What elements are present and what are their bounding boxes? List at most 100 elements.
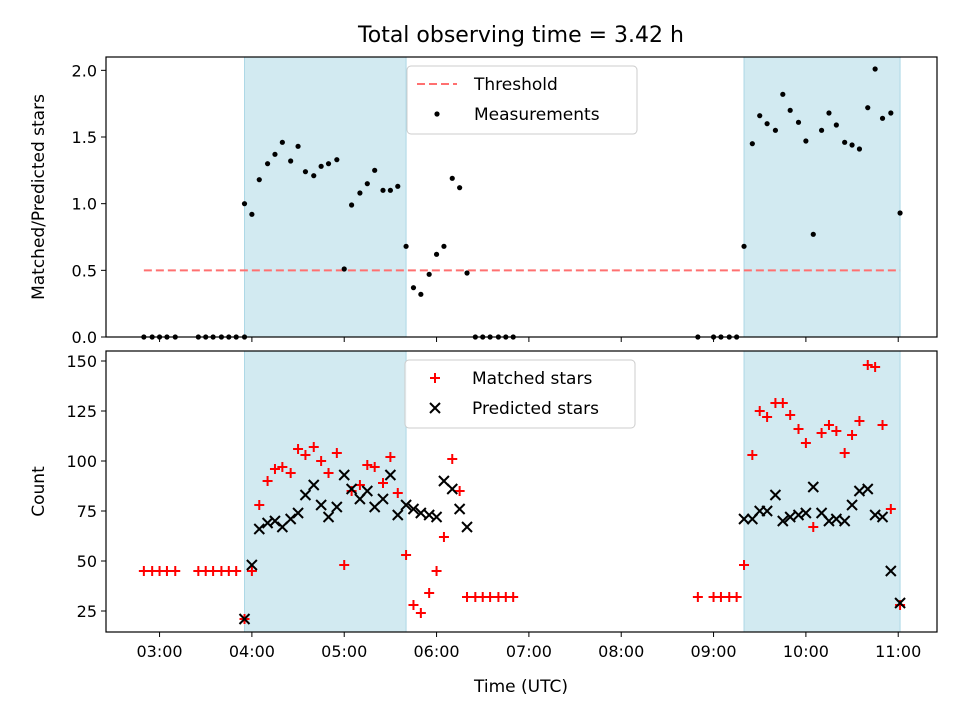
y-axis-label: Matched/Predicted stars [29,94,49,300]
matched-star-point [870,362,881,372]
x-tick-label: 07:00 [506,642,552,661]
predicted-star-point [453,503,466,515]
measurement-point [372,167,378,173]
matched-star-point [854,416,865,426]
matched-star-point [793,424,804,434]
shaded-interval [244,350,407,633]
measurement-point [341,266,347,272]
measurement-point [787,107,793,113]
predicted-star-point [338,469,350,481]
predicted-star-point [807,481,819,493]
matched-star-point [415,608,426,618]
matched-star-point [777,398,788,408]
predicted-star-point [377,493,389,505]
predicted-star-point [838,515,851,527]
matched-star-point [262,476,273,486]
x-tick-label: 11:00 [875,642,921,661]
y-axis-label: Count [29,466,49,517]
matched-star-point [231,566,242,576]
legend-label: Matched stars [472,369,592,389]
matched-star-point [308,442,319,452]
y-tick-label: 2.0 [72,61,97,80]
matched-star-point [378,478,388,488]
matched-star-point [731,592,742,602]
figure-title: Total observing time = 3.42 h [357,23,684,48]
predicted-star-point [238,613,251,625]
predicted-star-point [738,513,750,525]
matched-star-point [739,560,750,570]
measurement-point [295,143,301,149]
predicted-star-point [876,511,889,523]
measurement-point [749,141,755,147]
predicted-star-point [253,523,265,535]
measurement-point [418,291,424,297]
matched-star-point [877,420,888,430]
predicted-star-point [322,511,335,523]
predicted-star-point [392,509,404,521]
matched-star-point [831,426,842,436]
measurement-point [256,177,262,183]
matched-star-point [170,566,181,576]
predicted-star-point [800,507,812,519]
matched-star-point [323,468,334,478]
predicted-star-point [784,511,796,523]
matched-star-point [438,532,449,542]
matched-star-point [762,412,773,422]
matched-star-point [885,504,896,514]
predicted-star-point [853,485,866,497]
measurement-point [888,110,894,116]
measurement-point [433,251,440,257]
measurement-point [795,119,802,125]
predicted-star-point [846,499,858,511]
measurement-point [302,169,309,175]
y-tick-label: 1.0 [72,195,97,214]
predicted-star-point [292,507,304,519]
x-tick-label: 03:00 [136,642,182,661]
measurement-point [849,142,855,148]
shaded-interval [743,350,901,633]
matched-star-point [285,468,296,478]
predicted-star-point [315,499,327,511]
y-tick-label: 75 [77,502,97,521]
x-tick-label: 09:00 [690,642,736,661]
matched-star-point [246,566,257,576]
measurement-point [764,121,770,127]
measurement-point [457,185,463,191]
matched-star-point [293,444,304,454]
measurement-point [865,105,871,111]
measurement-point [403,243,409,249]
matched-star-point [339,560,350,570]
matched-star-point [692,592,703,602]
y-tick-label: 25 [77,602,97,621]
measurement-point [856,146,863,152]
measurement-point [311,173,317,179]
matched-star-point [816,428,827,438]
matched-star-point [277,462,288,472]
predicted-star-point [400,499,412,511]
measurement-point [410,285,417,291]
legend-label: Predicted stars [472,399,599,419]
predicted-star-point [246,559,258,571]
measurement-point [380,187,386,193]
predicted-star-point [331,501,343,513]
matched-star-point [785,410,796,420]
matched-star-point [508,592,519,602]
x-tick-label: 08:00 [598,642,644,661]
measurement-point [325,161,332,167]
measurement-point [395,183,401,189]
measurement-point [826,110,832,116]
measurement-point [818,127,825,133]
matched-star-point [424,588,435,598]
measurement-point [872,66,878,72]
matched-star-point [747,450,758,460]
measurement-point [334,157,340,163]
predicted-star-point [415,507,427,519]
predicted-star-point [769,489,782,501]
measurement-point [833,122,839,128]
axes-frame [105,56,938,338]
matched-star-point [408,600,419,610]
predicted-star-point [299,489,312,501]
y-tick-label: 150 [66,352,97,371]
predicted-star-point [430,511,443,523]
legend-label: Threshold [473,75,558,95]
